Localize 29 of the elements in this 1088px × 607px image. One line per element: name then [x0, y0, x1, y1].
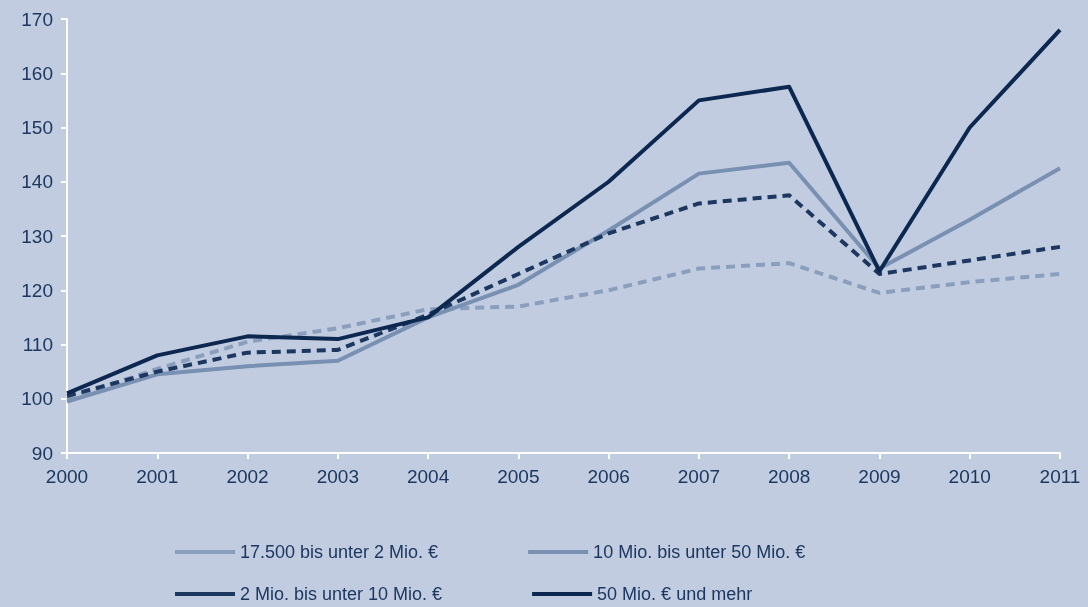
y-tick-label: 150	[21, 117, 53, 138]
line-series	[65, 261, 1062, 401]
x-tick-label: 2000	[45, 466, 89, 487]
y-tick-label: 100	[21, 388, 53, 410]
y-tick-label: 120	[21, 279, 53, 301]
x-tick-label: 2006	[587, 466, 630, 487]
y-tick-label: 90	[31, 442, 53, 464]
y-tick-label: 170	[21, 8, 53, 30]
x-tick-label: 2002	[226, 466, 269, 487]
y-tick-label: 110	[22, 334, 53, 355]
legend-label: 50 Mio. € und mehr	[597, 584, 753, 604]
x-tick-label: 2007	[677, 466, 721, 487]
legend-label: 17.500 bis unter 2 Mio. €	[240, 542, 439, 562]
x-tick-label: 2010	[948, 466, 991, 487]
x-tick-label: 2001	[136, 466, 179, 487]
legend-label: 2 Mio. bis unter 10 Mio. €	[240, 584, 443, 604]
x-tick-label: 2011	[1039, 466, 1081, 487]
line-series	[65, 193, 1062, 399]
line-series	[65, 27, 1062, 396]
x-tick-label: 2003	[316, 466, 359, 487]
line-series	[65, 160, 1062, 404]
legend-label: 10 Mio. bis unter 50 Mio. €	[593, 542, 806, 562]
x-tick-label: 2008	[768, 466, 811, 487]
x-tick-label: 2005	[497, 466, 540, 487]
x-tick-label: 2004	[406, 466, 450, 487]
x-tick-label: 2009	[858, 466, 901, 487]
y-tick-label: 140	[21, 171, 53, 193]
y-tick-label: 130	[21, 225, 53, 247]
y-tick-label: 160	[21, 62, 53, 84]
